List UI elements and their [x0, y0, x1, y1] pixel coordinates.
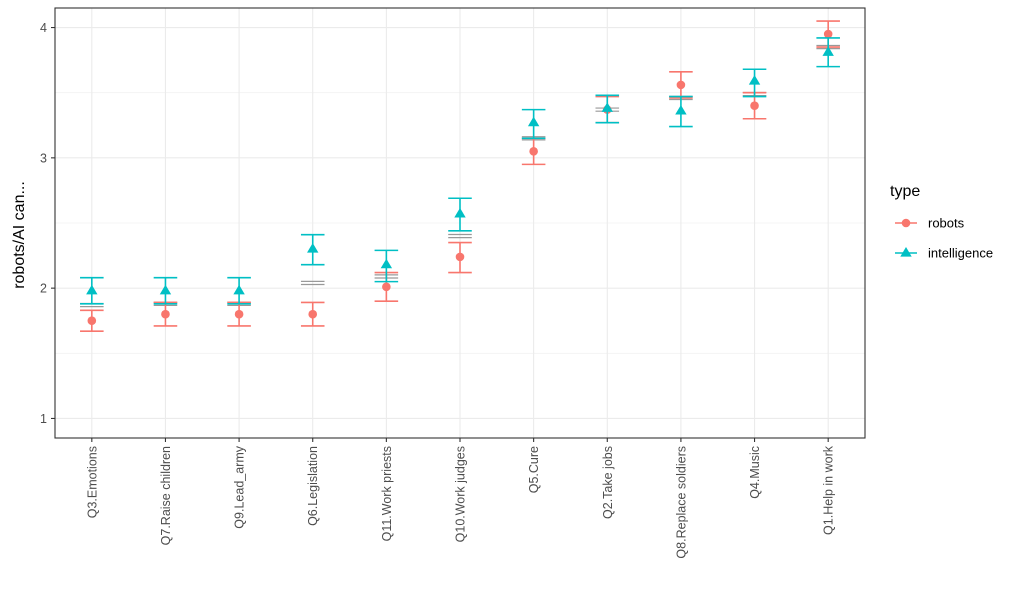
x-tick-label: Q2.Take jobs	[601, 446, 615, 519]
data-point-circle	[823, 29, 833, 39]
series-intelligence	[80, 37, 840, 305]
x-tick-label: Q1.Help in work	[822, 445, 836, 535]
data-point-triangle	[601, 102, 613, 112]
x-tick-label: Q3.Emotions	[85, 446, 99, 518]
legend-key-intelligence	[895, 247, 917, 257]
legend-key-triangle	[900, 247, 912, 257]
data-point-triangle	[527, 116, 540, 127]
x-tick-label: Q10.Work judges	[454, 446, 468, 542]
data-point-circle	[87, 316, 97, 326]
y-axis-title: robots/AI can...	[11, 181, 28, 289]
legend-title: type	[890, 183, 920, 200]
data-point-triangle	[822, 46, 834, 56]
x-tick-label: Q7.Raise children	[159, 446, 173, 545]
plot-panel	[54, 7, 866, 439]
y-tick-label: 4	[40, 21, 47, 35]
x-axis: Q3.Emotions Q7.Raise children Q9.Lead_army…	[85, 438, 836, 559]
x-tick-label: Q4.Music	[748, 446, 762, 499]
data-point-triangle	[159, 284, 172, 295]
x-tick-label: Q5.Cure	[527, 446, 541, 493]
data-point-triangle	[233, 284, 245, 295]
data-point-circle	[382, 282, 391, 292]
data-point-triangle	[675, 104, 687, 115]
x-tick-label: Q9.Lead_army	[233, 445, 247, 528]
data-point-circle	[676, 80, 686, 90]
data-point-triangle	[380, 258, 393, 269]
legend-label-intelligence: intelligence	[928, 246, 993, 261]
y-axis: 1 2 3 4	[40, 21, 55, 426]
legend: type robots intelligence	[890, 183, 993, 261]
data-point-circle	[529, 147, 538, 156]
y-tick-label: 1	[40, 412, 47, 426]
y-tick-label: 3	[40, 151, 47, 165]
legend-key-circle	[901, 218, 911, 228]
data-point-triangle	[86, 284, 98, 295]
data-point-circle	[308, 309, 318, 319]
data-point-circle	[234, 309, 244, 319]
x-tick-label: Q6.Legislation	[306, 446, 320, 526]
x-tick-label: Q8.Replace soldiers	[674, 446, 688, 559]
data-point-triangle	[454, 207, 466, 218]
data-point-circle	[455, 252, 465, 262]
legend-key-robots	[895, 218, 917, 228]
data-point-circle	[161, 309, 170, 319]
y-tick-label: 2	[40, 282, 47, 296]
data-point-triangle	[307, 243, 319, 253]
data-point-circle	[750, 101, 759, 111]
legend-label-robots: robots	[928, 216, 965, 231]
x-tick-label: Q11.Work priests	[380, 446, 394, 541]
data-point-triangle	[748, 74, 761, 85]
